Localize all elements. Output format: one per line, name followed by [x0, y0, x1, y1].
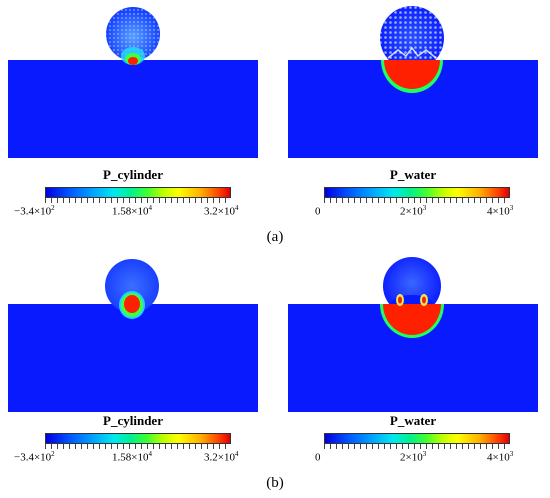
colorbar-title: P_water — [389, 413, 437, 428]
tick-max: 3.2×104 — [204, 450, 239, 464]
pressure-zone-inner — [383, 304, 441, 335]
water-domain — [8, 60, 258, 158]
tick-mid: 1.58×104 — [112, 204, 152, 218]
panel-b-water: P_water — [288, 250, 538, 428]
colorbar-title: P_cylinder — [103, 167, 163, 182]
colorbar-a-cylinder — [45, 187, 231, 198]
colorbar-ticks — [45, 444, 231, 449]
panel-a-water: P_water — [288, 0, 538, 182]
tick-max: 4×103 — [487, 204, 514, 218]
colorbar-b-water — [324, 433, 510, 444]
pressure-zone-inner — [384, 60, 440, 89]
tick-min: 0 — [315, 205, 321, 218]
tick-mid: 2×103 — [400, 204, 427, 218]
tick-min: −3.4×102 — [14, 204, 55, 218]
tick-mid: 2×103 — [400, 450, 427, 464]
colorbar-a-water — [324, 187, 510, 198]
panel-b-cylinder: P_cylinder — [8, 250, 258, 428]
colorbar-b-cylinder — [45, 433, 231, 444]
simulation-image-a-cylinder — [8, 7, 258, 158]
colorbar-ticks — [324, 444, 510, 449]
cylinder — [105, 259, 159, 313]
tick-max: 3.2×104 — [204, 204, 239, 218]
simulation-image-b-cylinder — [8, 259, 258, 412]
colorbar-ticks — [45, 198, 231, 203]
tick-mid: 1.58×104 — [112, 450, 152, 464]
tick-min: −3.4×102 — [14, 450, 55, 464]
caption-a: (a) — [266, 229, 284, 245]
simulation-image-a-water — [288, 6, 538, 158]
caption-b: (b) — [266, 475, 284, 491]
contact-zone-high — [128, 57, 138, 65]
colorbar-title: P_cylinder — [103, 413, 163, 428]
simulation-image-b-water — [288, 257, 538, 412]
tick-min: 0 — [315, 451, 321, 464]
panel-a-cylinder: P_cylinder — [8, 0, 258, 182]
tick-max: 4×103 — [487, 450, 514, 464]
water-domain — [8, 304, 258, 412]
colorbar-title: P_water — [389, 167, 437, 182]
colorbar-ticks — [324, 198, 510, 203]
contact-zone-high — [124, 295, 140, 313]
